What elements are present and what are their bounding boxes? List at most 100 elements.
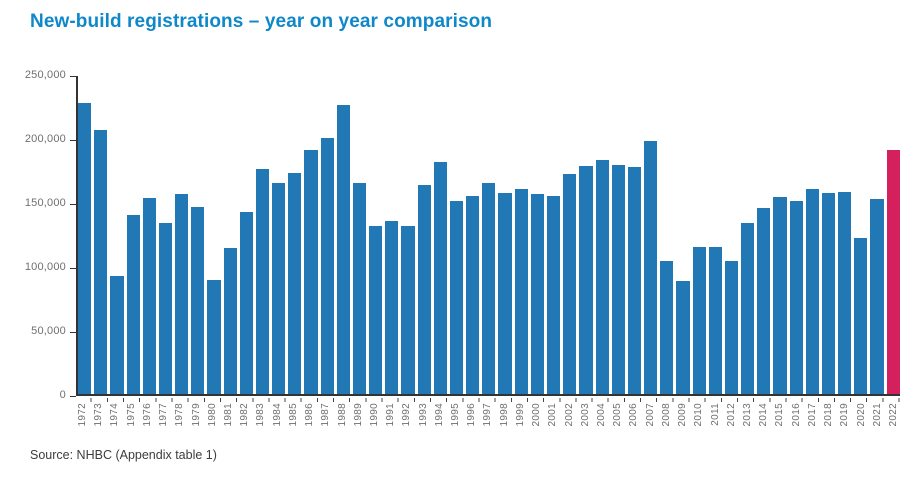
bar-rect bbox=[546, 195, 561, 394]
x-tick-label: 1972 bbox=[77, 403, 88, 427]
bar-1983 bbox=[255, 74, 270, 394]
x-tick-label: 1987 bbox=[320, 403, 332, 427]
bar-rect bbox=[579, 166, 593, 394]
bar-rect bbox=[239, 212, 253, 394]
x-tick-label: 2004 bbox=[596, 403, 607, 427]
bar-2002 bbox=[563, 74, 577, 394]
bar-1992 bbox=[401, 74, 415, 394]
bar-2018 bbox=[821, 74, 836, 394]
bar-rect bbox=[627, 167, 642, 394]
y-tick-mark bbox=[70, 332, 76, 333]
x-tick-label: 1997 bbox=[482, 403, 494, 427]
bar-rect bbox=[563, 173, 577, 394]
bar-1995 bbox=[449, 74, 464, 394]
bar-rect bbox=[352, 182, 367, 394]
bar-rect bbox=[110, 276, 124, 394]
bar-1991 bbox=[385, 74, 399, 394]
bar-rect bbox=[336, 104, 350, 394]
bar-rect bbox=[191, 207, 205, 394]
bar-1977 bbox=[158, 74, 173, 394]
bar-rect bbox=[498, 193, 512, 394]
bar-1990 bbox=[369, 74, 383, 394]
bar-rect bbox=[741, 222, 755, 394]
chart-title: New-build registrations – year on year c… bbox=[30, 11, 493, 32]
x-tick-label: 1985 bbox=[287, 403, 299, 427]
bar-rect bbox=[449, 200, 464, 394]
x-tick-label: 2005 bbox=[612, 403, 624, 427]
bar-2007 bbox=[644, 74, 658, 394]
bar-rect bbox=[708, 246, 722, 394]
x-tick-label: 1988 bbox=[336, 403, 348, 427]
source-note: Source: NHBC (Appendix table 1) bbox=[30, 448, 217, 462]
bar-1985 bbox=[288, 74, 302, 394]
bar-rect bbox=[272, 182, 286, 394]
bar-rect bbox=[724, 260, 739, 394]
bar-rect bbox=[126, 214, 140, 394]
bar-2014 bbox=[757, 74, 771, 394]
bar-rect bbox=[692, 246, 706, 394]
bar-rect bbox=[611, 164, 625, 394]
y-tick-label: 50,000 bbox=[31, 325, 66, 337]
bar-2000 bbox=[530, 74, 544, 394]
bar-rect bbox=[417, 185, 431, 394]
bar-rect bbox=[94, 130, 108, 394]
x-tick-label: 1995 bbox=[450, 403, 462, 427]
bar-rect bbox=[870, 199, 884, 394]
bar-1997 bbox=[482, 74, 496, 394]
bar-rect bbox=[255, 168, 270, 394]
x-tick-label: 1986 bbox=[304, 403, 316, 427]
x-tick-label: 1996 bbox=[466, 403, 478, 427]
x-tick-label: 2012 bbox=[725, 403, 737, 427]
bar-1998 bbox=[498, 74, 512, 394]
x-tick-label: 2016 bbox=[790, 403, 802, 427]
x-tick-label: 1990 bbox=[368, 403, 380, 427]
x-tick-label: 2008 bbox=[660, 403, 672, 427]
bar-1972 bbox=[78, 74, 92, 394]
bar-2021 bbox=[870, 74, 884, 394]
bar-1978 bbox=[175, 74, 189, 394]
bar-1973 bbox=[94, 74, 108, 394]
x-tick-label: 1982 bbox=[239, 403, 251, 427]
bar-rect bbox=[676, 281, 690, 394]
x-tick-label: 1993 bbox=[417, 403, 429, 427]
x-tick-label: 1979 bbox=[190, 403, 202, 427]
bar-rect bbox=[158, 222, 173, 394]
bar-rect bbox=[223, 248, 237, 394]
bar-rect bbox=[369, 226, 383, 394]
bar-rect bbox=[805, 189, 819, 394]
bar-rect bbox=[886, 149, 900, 394]
x-axis-labels: 1972 1973 1974 1975 1976 1977 1978 1979 1980 1981… bbox=[76, 403, 900, 426]
bar-1982 bbox=[239, 74, 253, 394]
bar-2009 bbox=[676, 74, 690, 394]
bar-2019 bbox=[838, 74, 852, 394]
x-tick-label: 2018 bbox=[823, 403, 835, 427]
x-tick-label: 1978 bbox=[174, 403, 186, 427]
bar-rect bbox=[757, 208, 771, 394]
bar-rect bbox=[320, 138, 334, 394]
x-tick-label: 2017 bbox=[806, 403, 818, 427]
bar-2008 bbox=[660, 74, 674, 394]
bar-rect bbox=[644, 140, 658, 394]
x-tick-label: 1981 bbox=[222, 403, 234, 427]
y-tick-label: 150,000 bbox=[24, 197, 66, 209]
x-tick-label: 2006 bbox=[628, 403, 640, 427]
bar-2022 bbox=[886, 74, 900, 394]
x-tick-label: 1984 bbox=[271, 403, 283, 427]
bar-rect bbox=[175, 194, 189, 394]
bar-1980 bbox=[207, 74, 221, 394]
x-tick-label: 1991 bbox=[385, 403, 397, 427]
bar-2013 bbox=[741, 74, 755, 394]
bar-rect bbox=[514, 189, 528, 394]
bar-2003 bbox=[579, 74, 593, 394]
x-tick-label: 2013 bbox=[741, 403, 753, 427]
x-tick-label: 1998 bbox=[498, 403, 510, 427]
bar-1993 bbox=[417, 74, 431, 394]
bar-2020 bbox=[854, 74, 868, 394]
x-tick-label: 2021 bbox=[871, 403, 883, 427]
bar-2011 bbox=[708, 74, 722, 394]
x-tick-label: 2015 bbox=[774, 403, 786, 427]
bar-1989 bbox=[352, 74, 367, 394]
x-tick-label: 2019 bbox=[839, 403, 851, 427]
x-tick-label: 2014 bbox=[758, 403, 770, 427]
